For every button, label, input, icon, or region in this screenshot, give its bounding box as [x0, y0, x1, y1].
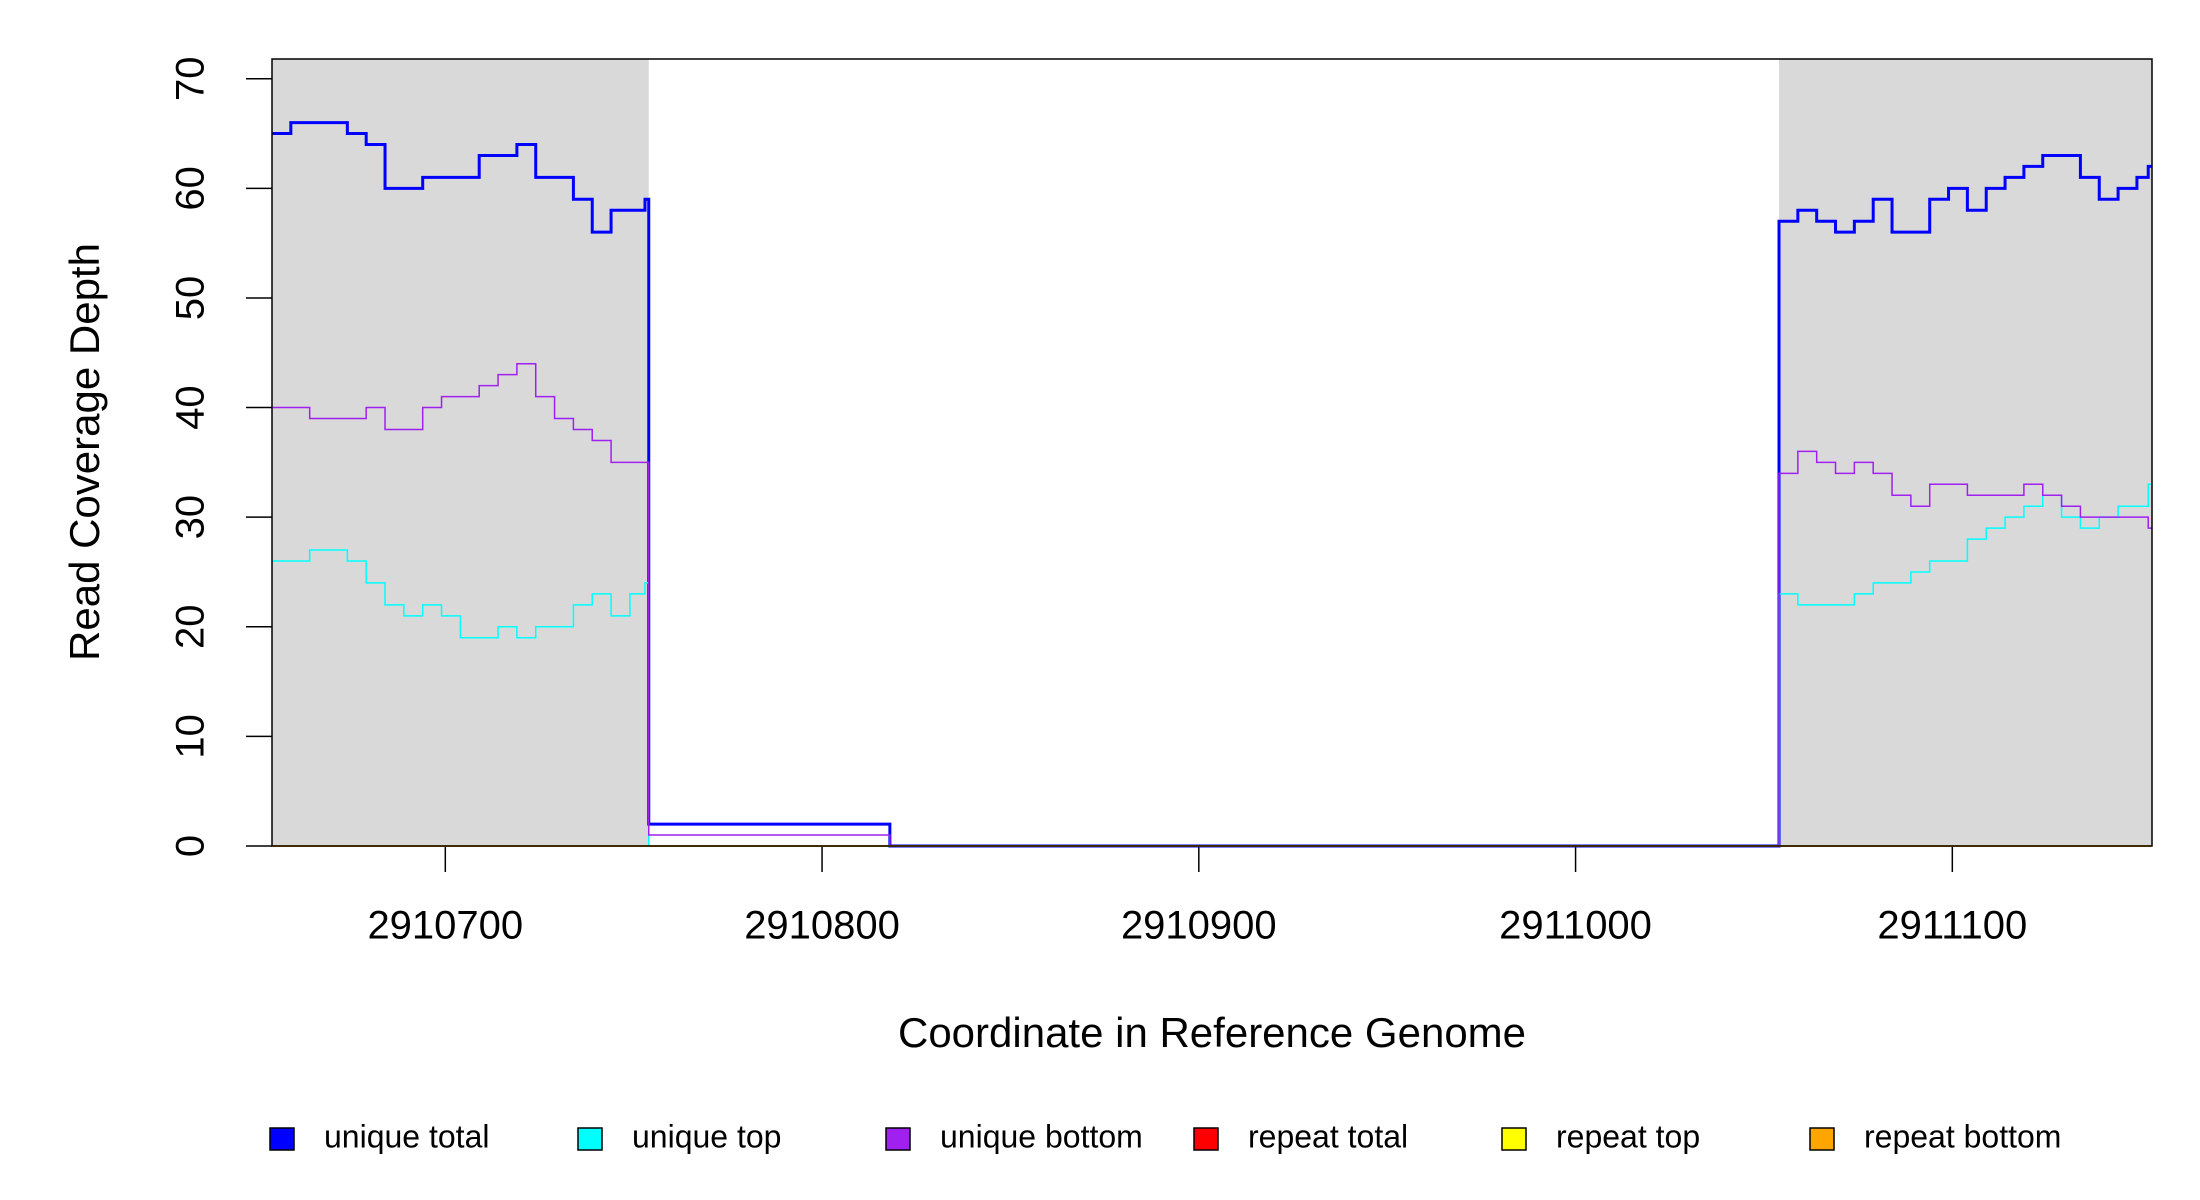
y-tick-label: 40: [169, 385, 213, 430]
y-axis-title: Read Coverage Depth: [61, 243, 108, 661]
x-tick-label: 2910900: [1121, 904, 1277, 948]
x-tick-label: 2910800: [744, 904, 900, 948]
y-tick-label: 70: [169, 56, 213, 101]
y-tick-label: 30: [169, 495, 213, 540]
legend-swatch: [1809, 1127, 1835, 1151]
legend-label: unique total: [324, 1118, 489, 1154]
x-tick-label: 2911000: [1499, 904, 1652, 948]
legend-swatch: [885, 1127, 911, 1151]
y-tick-label: 0: [169, 835, 213, 857]
legend-swatch: [577, 1127, 603, 1151]
legend-label: repeat top: [1556, 1118, 1700, 1154]
series-line: [272, 121, 2152, 848]
plot-frame: [271, 58, 2153, 847]
legend-swatch: [1193, 1127, 1219, 1151]
y-tick-label: 50: [169, 276, 213, 321]
x-tick-label: 2910700: [367, 904, 523, 948]
y-tick-label: 20: [169, 605, 213, 650]
legend-swatch: [269, 1127, 295, 1151]
legend-swatch: [1501, 1127, 1527, 1151]
highlight-region: [272, 59, 649, 846]
legend-label: unique top: [632, 1118, 781, 1154]
legend-label: repeat total: [1248, 1118, 1408, 1154]
y-tick-label: 10: [169, 714, 213, 759]
x-axis-title: Coordinate in Reference Genome: [898, 1009, 1526, 1056]
legend-label: unique bottom: [940, 1118, 1143, 1154]
highlight-region: [1779, 59, 2152, 846]
y-tick-label: 60: [169, 166, 213, 211]
x-tick-label: 2911100: [1877, 904, 2027, 948]
legend-label: repeat bottom: [1864, 1118, 2061, 1154]
